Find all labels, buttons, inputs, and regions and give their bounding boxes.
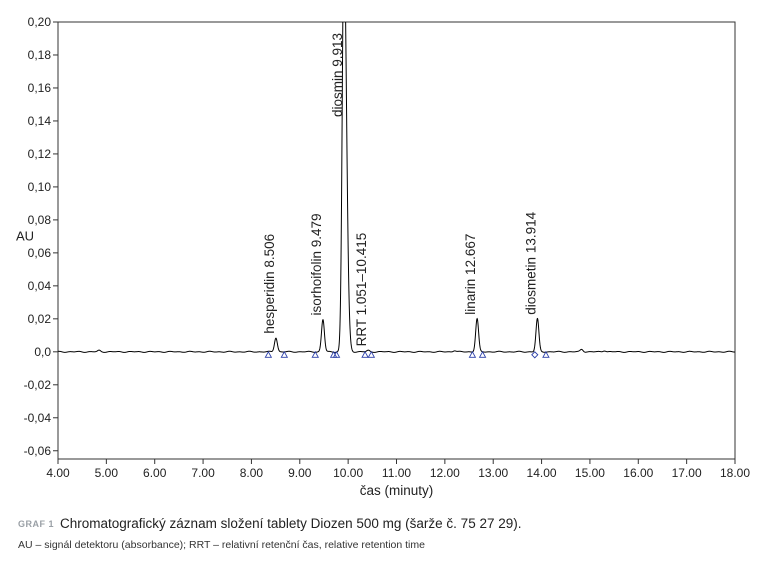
integration-marker (478, 350, 487, 358)
x-tick-label: 18.00 (720, 466, 750, 480)
integration-marker (280, 350, 289, 358)
chromatogram-trace (58, 22, 735, 353)
peak-label: isorhoifolin 9.479 (309, 213, 324, 315)
integration-marker (531, 351, 539, 359)
peak-label: diosmin 9.913 (330, 33, 345, 117)
figure-caption: GRAF 1 Chromatografický záznam složení ta… (18, 516, 521, 531)
x-axis-label: čas (minuty) (360, 483, 434, 498)
integration-marker (361, 350, 369, 358)
x-tick-label: 10.00 (333, 466, 363, 480)
figure-number: GRAF 1 (18, 519, 55, 529)
y-tick-label: 0,12 (28, 147, 52, 161)
plot-frame (57, 21, 736, 460)
x-tick-label: 11.00 (382, 466, 411, 480)
x-tick-label: 16.00 (623, 466, 653, 480)
integration-marker (367, 350, 376, 358)
x-tick-label: 6.00 (143, 466, 167, 480)
x-tick-label: 5.00 (95, 466, 119, 480)
y-tick-label: 0,04 (28, 279, 52, 293)
y-axis-label: AU (16, 228, 34, 243)
integration-marker (332, 350, 341, 358)
peak-label: hesperidin 8.506 (262, 234, 277, 334)
integration-marker (468, 350, 477, 358)
x-tick-label: 14.00 (527, 466, 557, 480)
x-tick-label: 7.00 (191, 466, 215, 480)
x-tick-label: 8.00 (240, 466, 264, 480)
y-tick-label: 0,08 (28, 213, 52, 227)
y-tick-label: -0,02 (24, 378, 52, 392)
x-tick-label: 17.00 (672, 466, 702, 480)
y-tick-label: 0,14 (28, 114, 52, 128)
y-tick-label: 0,0 (34, 345, 51, 359)
y-tick-label: 0,20 (28, 15, 52, 29)
peak-label: RRT 1.051–10.415 (354, 233, 369, 347)
peak-label: linarin 12.667 (463, 234, 478, 315)
y-tick-label: 0,06 (28, 246, 52, 260)
figure-caption-text: Chromatografický záznam složení tablety … (60, 516, 522, 531)
y-tick-label: 0,18 (28, 48, 52, 62)
y-tick-label: -0,06 (24, 444, 52, 458)
figure-note: AU – signál detektoru (absorbance); RRT … (18, 539, 425, 551)
integration-marker (311, 350, 320, 358)
y-tick-label: -0,04 (24, 411, 52, 425)
y-tick-label: 0,02 (28, 312, 52, 326)
x-tick-label: 4.00 (46, 466, 70, 480)
x-tick-label: 9.00 (288, 466, 312, 480)
peak-label: diosmetin 13.914 (523, 211, 538, 314)
y-tick-label: 0,10 (28, 180, 52, 194)
x-tick-label: 13.00 (478, 466, 508, 480)
x-tick-label: 12.00 (430, 466, 460, 480)
x-tick-label: 15.00 (575, 466, 605, 480)
chromatogram-chart: 0,20 0,18 0,16 0,14 0,12 0,10 0,08 0,06 0,04 0,02… (16, 15, 750, 498)
integration-marker (542, 350, 550, 358)
y-tick-label: 0,16 (28, 81, 52, 95)
integration-marker (264, 350, 273, 358)
